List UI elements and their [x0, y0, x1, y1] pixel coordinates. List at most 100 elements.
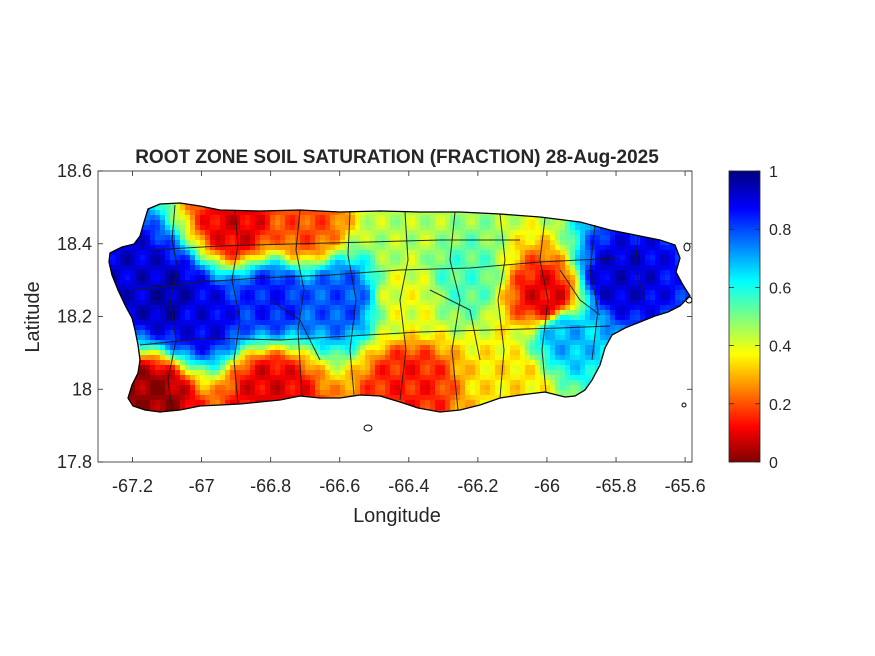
- field-cell: [140, 315, 146, 321]
- field-cell: [150, 365, 156, 371]
- field-cell: [160, 250, 166, 256]
- field-cell: [490, 265, 496, 271]
- field-cell: [435, 325, 441, 331]
- field-cell: [175, 245, 181, 251]
- field-cell: [400, 305, 406, 311]
- field-cell: [140, 375, 146, 381]
- field-cell: [630, 270, 636, 276]
- field-cell: [395, 365, 401, 371]
- field-cell: [255, 270, 261, 276]
- field-cell: [545, 290, 551, 296]
- field-cell: [150, 305, 156, 311]
- field-cell: [270, 225, 276, 231]
- field-cell: [335, 355, 341, 361]
- field-cell: [255, 245, 261, 251]
- field-cell: [595, 250, 601, 256]
- field-cell: [560, 245, 566, 251]
- field-cell: [130, 315, 136, 321]
- field-cell: [305, 295, 311, 301]
- field-cell: [425, 330, 431, 336]
- field-cell: [605, 270, 611, 276]
- field-cell: [605, 230, 611, 236]
- field-cell: [325, 305, 331, 311]
- field-cell: [310, 235, 316, 241]
- field-cell: [515, 255, 521, 261]
- field-cell: [580, 380, 586, 386]
- field-cell: [210, 300, 216, 306]
- field-cell: [240, 365, 246, 371]
- field-cell: [375, 345, 381, 351]
- field-cell: [515, 215, 521, 221]
- field-cell: [150, 315, 156, 321]
- field-cell: [180, 240, 186, 246]
- field-cell: [620, 280, 626, 286]
- field-cell: [235, 265, 241, 271]
- field-cell: [195, 400, 201, 406]
- field-cell: [555, 360, 561, 366]
- field-cell: [520, 230, 526, 236]
- field-cell: [260, 235, 266, 241]
- field-cell: [525, 390, 531, 396]
- field-cell: [525, 325, 531, 331]
- field-cell: [465, 345, 471, 351]
- field-cell: [280, 295, 286, 301]
- field-cell: [315, 365, 321, 371]
- field-cell: [460, 235, 466, 241]
- field-cell: [280, 325, 286, 331]
- field-cell: [270, 370, 276, 376]
- field-cell: [235, 285, 241, 291]
- field-cell: [510, 290, 516, 296]
- field-cell: [540, 290, 546, 296]
- field-cell: [505, 255, 511, 261]
- field-cell: [215, 350, 221, 356]
- field-cell: [365, 245, 371, 251]
- field-cell: [435, 385, 441, 391]
- field-cell: [655, 300, 661, 306]
- field-cell: [205, 220, 211, 226]
- field-cell: [215, 250, 221, 256]
- field-cell: [510, 220, 516, 226]
- field-cell: [200, 310, 206, 316]
- field-cell: [395, 240, 401, 246]
- field-cell: [275, 380, 281, 386]
- field-cell: [290, 240, 296, 246]
- field-cell: [675, 260, 681, 266]
- field-cell: [240, 340, 246, 346]
- field-cell: [420, 285, 426, 291]
- field-cell: [225, 235, 231, 241]
- field-cell: [260, 280, 266, 286]
- field-cell: [180, 260, 186, 266]
- field-cell: [175, 355, 181, 361]
- field-cell: [230, 210, 236, 216]
- field-cell: [640, 305, 646, 311]
- field-cell: [445, 230, 451, 236]
- field-cell: [590, 250, 596, 256]
- field-cell: [510, 215, 516, 221]
- field-cell: [165, 225, 171, 231]
- field-cell: [565, 225, 571, 231]
- field-cell: [585, 280, 591, 286]
- field-cell: [180, 335, 186, 341]
- field-cell: [420, 290, 426, 296]
- field-cell: [615, 290, 621, 296]
- field-cell: [600, 275, 606, 281]
- field-cell: [655, 275, 661, 281]
- field-cell: [270, 305, 276, 311]
- field-cell: [230, 250, 236, 256]
- field-cell: [475, 340, 481, 346]
- field-cell: [145, 365, 151, 371]
- field-cell: [195, 215, 201, 221]
- field-cell: [290, 335, 296, 341]
- field-cell: [635, 305, 641, 311]
- field-cell: [415, 260, 421, 266]
- field-cell: [510, 345, 516, 351]
- field-cell: [195, 375, 201, 381]
- field-cell: [390, 260, 396, 266]
- field-cell: [330, 330, 336, 336]
- field-cell: [180, 400, 186, 406]
- field-cell: [160, 245, 166, 251]
- field-cell: [115, 275, 121, 281]
- field-cell: [555, 380, 561, 386]
- field-cell: [310, 315, 316, 321]
- field-cell: [180, 300, 186, 306]
